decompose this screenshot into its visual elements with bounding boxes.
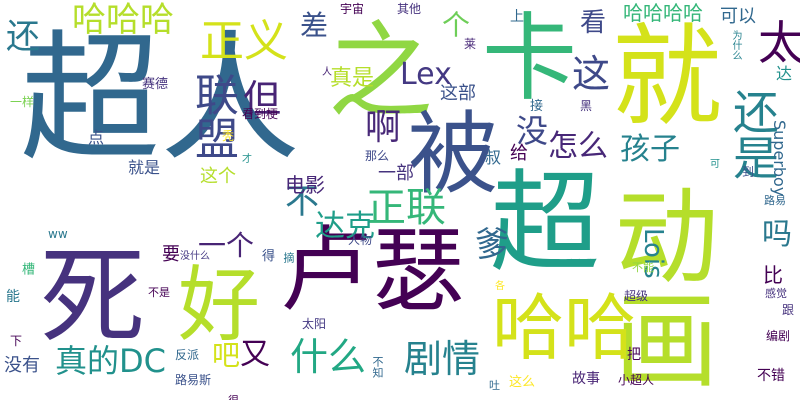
- word: 好: [178, 258, 261, 353]
- word: 超人: [20, 18, 301, 181]
- word: 哈哈: [492, 286, 637, 370]
- word: 人物: [348, 233, 373, 247]
- word: 接: [530, 99, 544, 114]
- word: 太: [758, 16, 800, 70]
- word: 其他: [397, 2, 422, 16]
- word: 摘: [282, 252, 295, 263]
- word: 真是: [330, 66, 375, 91]
- word: 联盟: [187, 72, 238, 160]
- word: 这部: [440, 83, 476, 104]
- word: 爹: [475, 225, 509, 265]
- word: 给: [510, 143, 528, 164]
- word: 死: [40, 236, 146, 358]
- word: 那么: [365, 149, 390, 163]
- word: 不: [285, 182, 319, 222]
- word: 这么: [509, 375, 536, 390]
- word: 动画: [596, 182, 718, 390]
- word: ww: [48, 227, 68, 241]
- word: 看到梗: [242, 107, 279, 121]
- word: 黑: [580, 99, 593, 113]
- word: 吗: [762, 217, 792, 252]
- word: 可以: [720, 6, 756, 27]
- word: 比: [763, 263, 783, 287]
- word: 这个: [200, 166, 236, 187]
- word: 一个: [198, 229, 255, 262]
- word: 正义: [200, 16, 288, 67]
- word: 要: [162, 244, 180, 265]
- word: 电影: [285, 173, 325, 197]
- word: Lois: [638, 228, 668, 279]
- word: 吧: [212, 339, 241, 372]
- word: 卢瑟: [280, 217, 465, 324]
- word: 不错: [757, 368, 785, 384]
- word: 路易: [764, 194, 786, 207]
- word: 还是: [726, 88, 780, 180]
- word: 卡: [482, 4, 578, 114]
- word: Lex: [400, 57, 452, 92]
- word: 叔: [485, 148, 502, 167]
- word: 很: [228, 395, 239, 400]
- word: 路易斯: [175, 373, 212, 387]
- word: 被: [408, 102, 498, 207]
- word: 就是: [128, 158, 161, 177]
- word: 点: [88, 128, 105, 147]
- word: 哈哈哈: [72, 0, 174, 40]
- word: 又: [240, 337, 270, 372]
- word: 看: [580, 8, 607, 38]
- word: 真的DC: [55, 342, 166, 380]
- word: 编剧: [766, 329, 791, 343]
- word: 达克: [315, 209, 375, 244]
- word: 能: [6, 289, 20, 305]
- word: 莱: [464, 37, 477, 51]
- word: 什么: [290, 335, 367, 379]
- word: 小超人: [618, 373, 655, 387]
- word: 超: [490, 159, 600, 287]
- word: 没什么: [180, 251, 210, 262]
- word: 啊: [365, 107, 402, 148]
- word: 秃: [222, 129, 235, 143]
- word: 孩子: [620, 132, 680, 167]
- word: 哈哈哈哈: [623, 1, 703, 25]
- word: 之: [328, 11, 434, 133]
- word: 槽: [19, 262, 34, 275]
- word: 正联: [366, 185, 446, 231]
- word: 感觉: [765, 287, 787, 300]
- word: 宇宙: [340, 2, 365, 16]
- word: 各: [495, 281, 505, 292]
- word: 不是: [148, 286, 170, 299]
- word: 没有: [4, 355, 40, 376]
- word: 一样: [10, 95, 35, 109]
- word: 才: [242, 154, 252, 165]
- word: 为什么: [730, 30, 741, 60]
- word: 一部: [378, 163, 414, 184]
- word: 得: [262, 249, 276, 264]
- word: 但: [243, 77, 282, 121]
- word: 不知: [371, 356, 384, 378]
- word: 把: [627, 347, 641, 363]
- word: 吐: [489, 379, 500, 392]
- word: 就: [612, 13, 722, 141]
- word: 怎么: [548, 129, 608, 164]
- word: 个: [438, 10, 471, 38]
- word: 剧情: [404, 337, 481, 381]
- word: 故事: [572, 371, 600, 387]
- word: 人: [322, 67, 332, 78]
- word: 可: [710, 159, 720, 170]
- word: 赛德: [142, 77, 169, 92]
- word: 上: [510, 9, 524, 25]
- word: 太阳: [302, 317, 327, 331]
- word: 到: [742, 165, 755, 179]
- word: 差: [300, 9, 329, 42]
- word: 这: [572, 52, 611, 96]
- word: 超级: [624, 289, 649, 303]
- word: 没: [516, 112, 549, 150]
- word: 反派: [175, 348, 200, 362]
- word: 下: [10, 334, 23, 348]
- word: 达: [776, 64, 793, 83]
- word: 还: [6, 17, 40, 57]
- word: 跟: [782, 303, 795, 317]
- word: 不能: [632, 261, 654, 274]
- word: Superboy: [770, 120, 789, 197]
